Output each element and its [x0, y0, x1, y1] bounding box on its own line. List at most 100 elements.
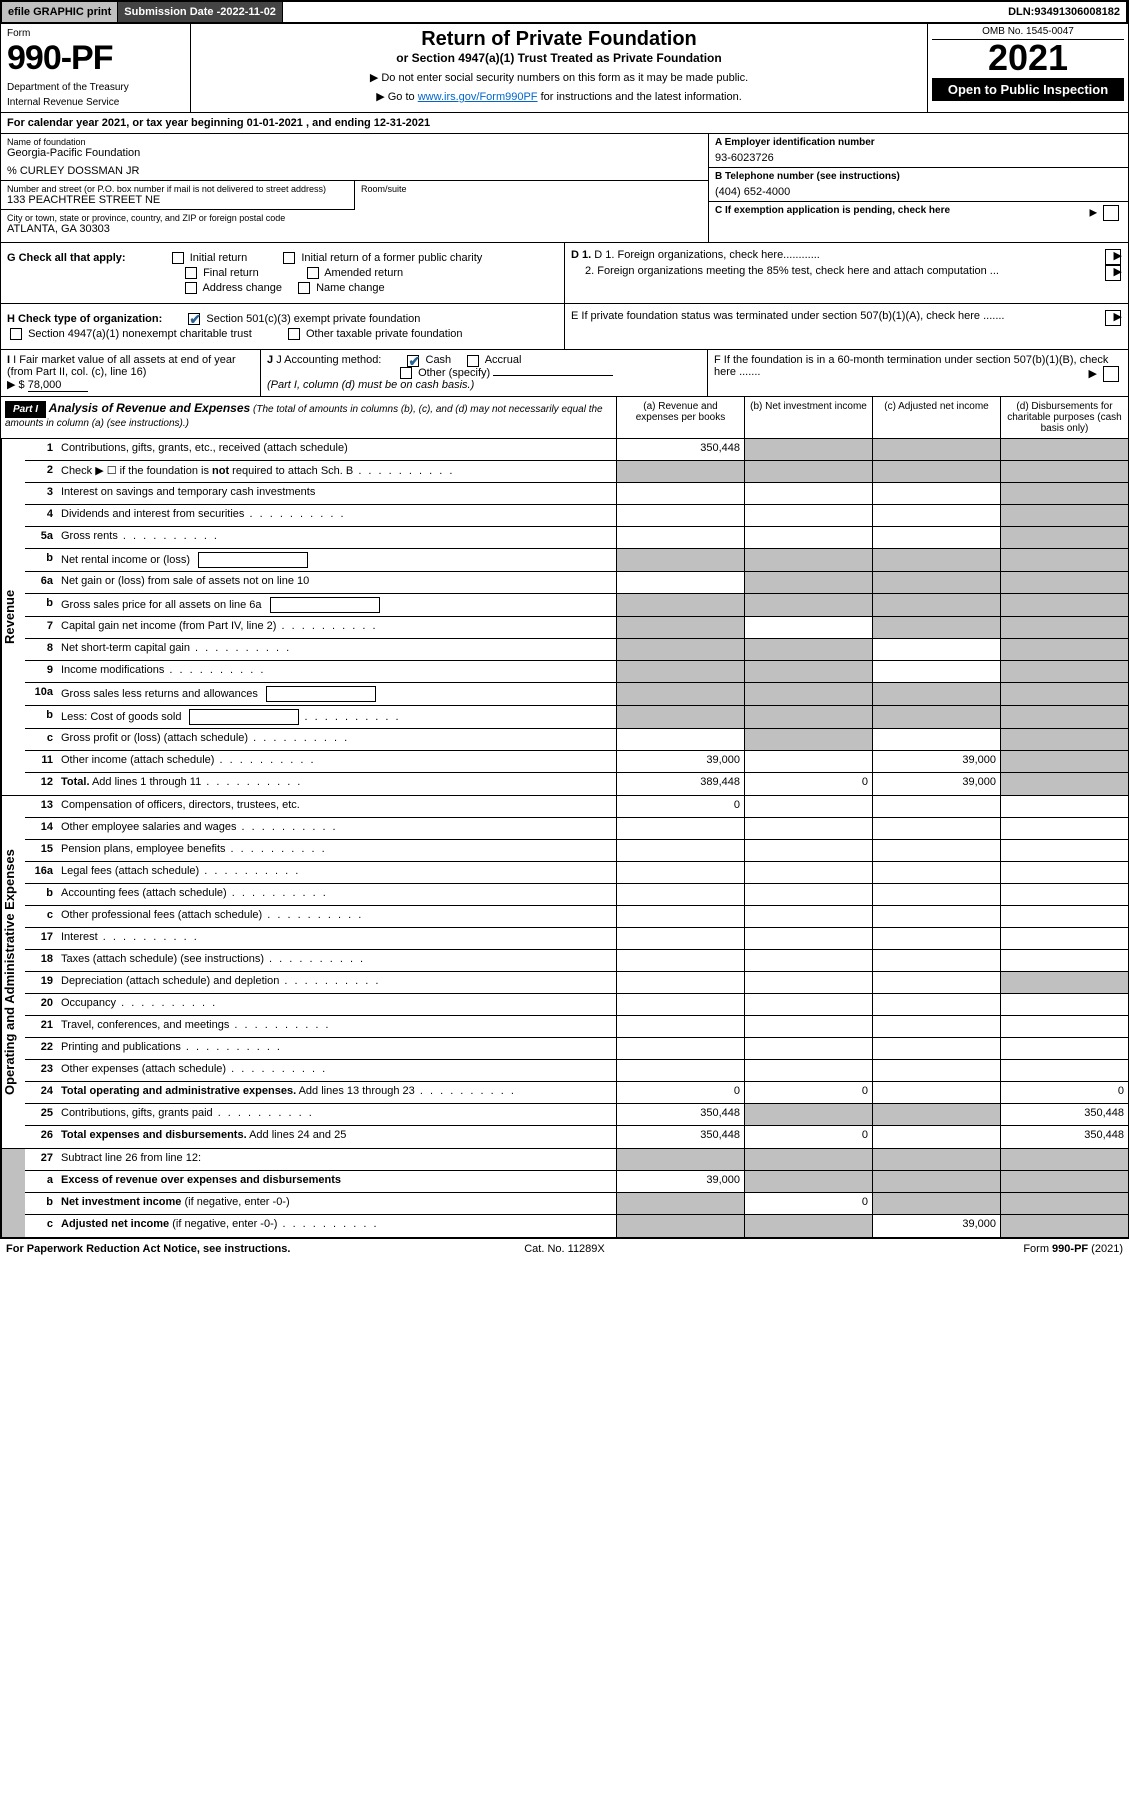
- amount-cell: 39,000: [872, 773, 1000, 795]
- amount-cell: [744, 439, 872, 460]
- amount-cell: [1000, 729, 1128, 750]
- submission-date: Submission Date - 2022-11-02: [118, 2, 283, 22]
- c-checkbox[interactable]: [1103, 205, 1119, 221]
- row-number: 18: [25, 950, 57, 971]
- row-label: Dividends and interest from securities: [57, 505, 616, 526]
- row-label: Interest on savings and temporary cash i…: [57, 483, 616, 504]
- table-row: cGross profit or (loss) (attach schedule…: [25, 729, 1128, 751]
- j-cash[interactable]: [407, 355, 419, 367]
- g-initial-return[interactable]: [172, 252, 184, 264]
- amount-cell: [872, 796, 1000, 817]
- amount-cell: [872, 928, 1000, 949]
- row-number: 2: [25, 461, 57, 482]
- table-row: 16aLegal fees (attach schedule): [25, 862, 1128, 884]
- d1-checkbox[interactable]: [1105, 249, 1121, 265]
- amount-cell: [744, 751, 872, 772]
- amount-cell: [1000, 483, 1128, 504]
- efile-badge: efile GRAPHIC print: [2, 2, 118, 22]
- amount-cell: [872, 1149, 1000, 1170]
- amount-cell: [1000, 549, 1128, 571]
- amount-cell: [1000, 594, 1128, 616]
- form990pf-link[interactable]: www.irs.gov/Form990PF: [418, 91, 538, 103]
- amount-cell: [872, 1038, 1000, 1059]
- mini-input-box: [266, 686, 376, 702]
- amount-cell: [616, 549, 744, 571]
- g-name-change[interactable]: [298, 282, 310, 294]
- amount-cell: [1000, 505, 1128, 526]
- table-row: 1Contributions, gifts, grants, etc., rec…: [25, 439, 1128, 461]
- table-row: 3Interest on savings and temporary cash …: [25, 483, 1128, 505]
- amount-cell: [872, 840, 1000, 861]
- row-label: Depreciation (attach schedule) and deple…: [57, 972, 616, 993]
- amount-cell: [872, 972, 1000, 993]
- row-label: Gross sales less returns and allowances: [57, 683, 616, 705]
- amount-cell: [616, 994, 744, 1015]
- g-amended[interactable]: [307, 267, 319, 279]
- j-other[interactable]: [400, 367, 412, 379]
- amount-cell: [872, 639, 1000, 660]
- foundation-name: Georgia-Pacific Foundation: [7, 147, 702, 159]
- amount-cell: [1000, 1215, 1128, 1237]
- row-label: Accounting fees (attach schedule): [57, 884, 616, 905]
- g-section: G Check all that apply: Initial return I…: [7, 252, 558, 264]
- amount-cell: [1000, 639, 1128, 660]
- row-label: Net rental income or (loss): [57, 549, 616, 571]
- row-label: Legal fees (attach schedule): [57, 862, 616, 883]
- h-4947[interactable]: [10, 328, 22, 340]
- table-row: 14Other employee salaries and wages: [25, 818, 1128, 840]
- form-title: Return of Private Foundation: [201, 28, 917, 51]
- f-checkbox[interactable]: [1103, 366, 1119, 382]
- row-label: Check ▶ ☐ if the foundation is not requi…: [57, 461, 616, 482]
- name-label: Name of foundation: [7, 137, 702, 147]
- row-number: 25: [25, 1104, 57, 1125]
- table-row: 10aGross sales less returns and allowanc…: [25, 683, 1128, 706]
- amount-cell: [1000, 439, 1128, 460]
- j-accrual[interactable]: [467, 355, 479, 367]
- form-header: Form 990-PF Department of the Treasury I…: [0, 24, 1129, 113]
- revenue-section: Revenue 1Contributions, gifts, grants, e…: [0, 439, 1129, 796]
- table-row: 23Other expenses (attach schedule): [25, 1060, 1128, 1082]
- row-label: Total. Add lines 1 through 11: [57, 773, 616, 795]
- amount-cell: 350,448: [1000, 1126, 1128, 1148]
- amount-cell: [872, 1016, 1000, 1037]
- row-label: Gross rents: [57, 527, 616, 548]
- amount-cell: [616, 572, 744, 593]
- form-footer-ref: Form 990-PF (2021): [751, 1243, 1123, 1255]
- room-label: Room/suite: [361, 184, 702, 194]
- row-number: c: [25, 729, 57, 750]
- amount-cell: [872, 1171, 1000, 1192]
- g-address-change[interactable]: [185, 282, 197, 294]
- row-number: 24: [25, 1082, 57, 1103]
- row-number: b: [25, 1193, 57, 1214]
- amount-cell: [872, 594, 1000, 616]
- row-number: 19: [25, 972, 57, 993]
- amount-cell: [744, 483, 872, 504]
- table-row: bNet investment income (if negative, ent…: [25, 1193, 1128, 1215]
- g-final-return[interactable]: [185, 267, 197, 279]
- table-row: bGross sales price for all assets on lin…: [25, 594, 1128, 617]
- d2-checkbox[interactable]: [1105, 265, 1121, 281]
- table-row: cOther professional fees (attach schedul…: [25, 906, 1128, 928]
- irs-label: Internal Revenue Service: [7, 97, 184, 108]
- h-501c3[interactable]: [188, 313, 200, 325]
- tax-year: 2021: [932, 40, 1124, 76]
- table-row: 9Income modifications: [25, 661, 1128, 683]
- g-initial-former[interactable]: [283, 252, 295, 264]
- row-number: 1: [25, 439, 57, 460]
- amount-cell: [616, 862, 744, 883]
- amount-cell: [616, 661, 744, 682]
- amount-cell: [872, 461, 1000, 482]
- e-checkbox[interactable]: [1105, 310, 1121, 326]
- topbar: efile GRAPHIC print Submission Date - 20…: [0, 0, 1129, 24]
- h-other-taxable[interactable]: [288, 328, 300, 340]
- row-label: Printing and publications: [57, 1038, 616, 1059]
- amount-cell: [872, 884, 1000, 905]
- amount-cell: [1000, 862, 1128, 883]
- row-label: Contributions, gifts, grants paid: [57, 1104, 616, 1125]
- table-row: 19Depreciation (attach schedule) and dep…: [25, 972, 1128, 994]
- amount-cell: [616, 1038, 744, 1059]
- amount-cell: [872, 617, 1000, 638]
- row-label: Total expenses and disbursements. Add li…: [57, 1126, 616, 1148]
- amount-cell: [872, 862, 1000, 883]
- amount-cell: [616, 527, 744, 548]
